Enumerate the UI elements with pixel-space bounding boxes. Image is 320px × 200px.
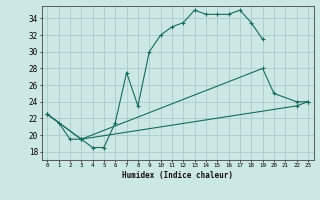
- X-axis label: Humidex (Indice chaleur): Humidex (Indice chaleur): [122, 171, 233, 180]
